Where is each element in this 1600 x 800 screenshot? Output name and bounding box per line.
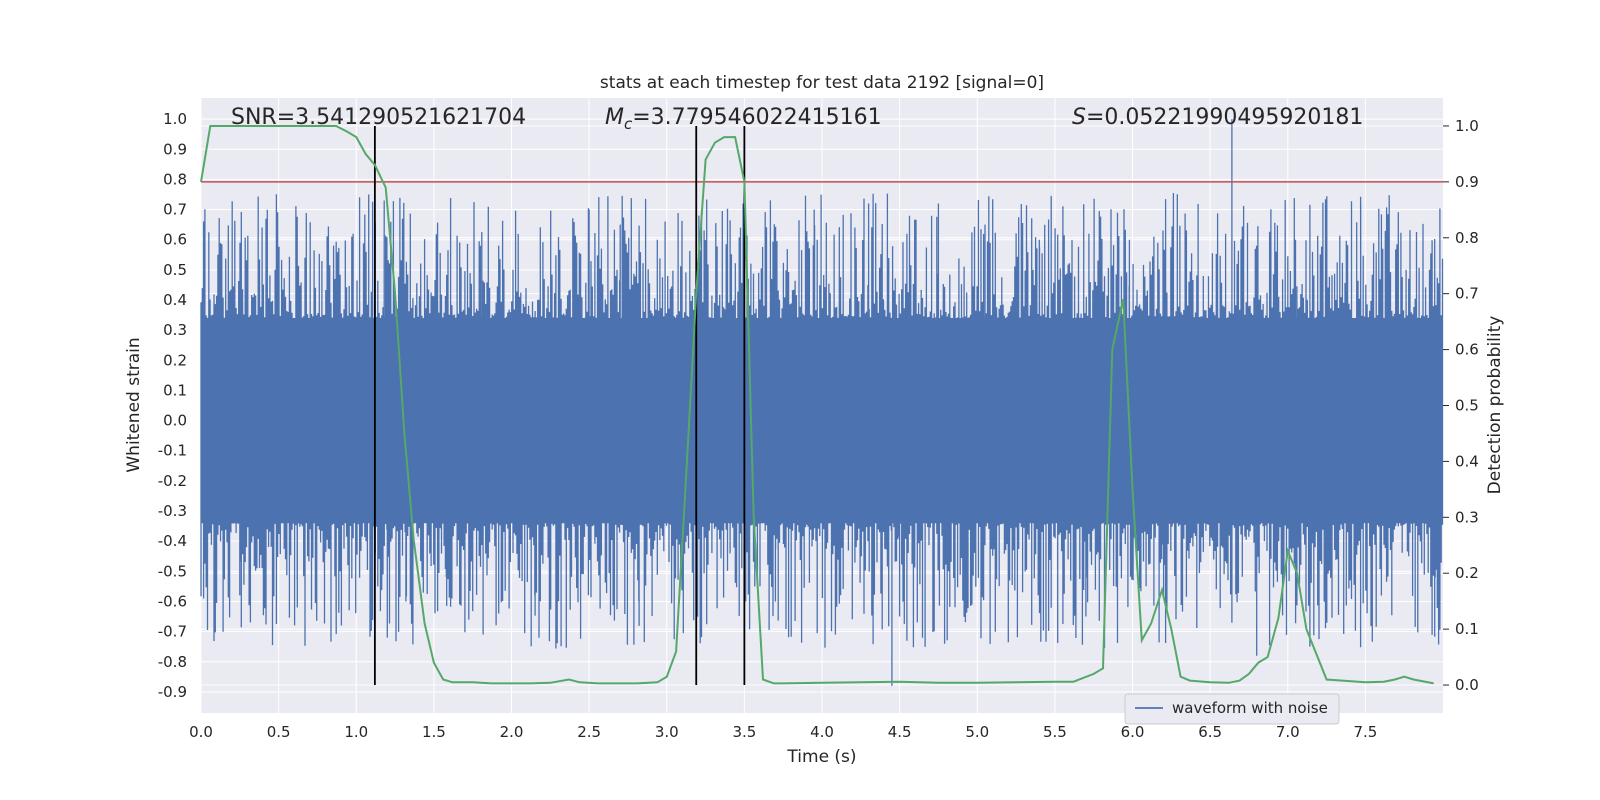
y-tick-label: -0.3 (158, 502, 187, 520)
legend-box (1124, 693, 1340, 725)
y-axis-label: Whitened strain (124, 337, 144, 472)
y-right-tick-label: 0.8 (1455, 229, 1479, 247)
x-tick-label: 6.0 (1121, 723, 1145, 741)
y-tick-label: -0.4 (158, 532, 187, 550)
y-right-tick-label: 0.6 (1455, 341, 1479, 359)
x-tick-label: 7.0 (1276, 723, 1300, 741)
vertical-markers (373, 125, 746, 686)
s-annotation: S=0.05221990495920181 (1072, 105, 1363, 130)
x-axis-label: Time (s) (786, 747, 856, 767)
y-right-tick-label: 0.2 (1455, 564, 1479, 582)
probability-line (200, 125, 1434, 685)
y-tick-label: -0.2 (158, 472, 187, 490)
y-tick-label: 1.0 (163, 110, 187, 128)
y-tick-label: 0.0 (163, 412, 187, 430)
x-tick-label: 6.5 (1198, 723, 1222, 741)
x-ticks: 0.0 0.5 1.0 1.5 2.0 2.5 3.0 3.5 4.0 4.5 5.0 5.5 6.0 6… (189, 723, 1377, 741)
y-right-tick-label: 1.0 (1455, 117, 1479, 135)
y-tick-label: -0.8 (158, 653, 187, 671)
x-tick-label: 3.5 (732, 723, 756, 741)
y-tick-label: 0.8 (163, 170, 187, 188)
x-tick-label: 1.0 (344, 723, 368, 741)
y-tick-label: -0.6 (158, 592, 187, 610)
y-tick-label: 0.4 (163, 291, 187, 309)
x-tick-label: 4.0 (810, 723, 834, 741)
waveform-line (200, 119, 1444, 686)
y-tick-label: 0.3 (163, 321, 187, 339)
y-tick-label: 0.5 (163, 261, 187, 279)
y-ticks: 1.0 0.9 0.8 0.7 0.6 0.5 0.4 0.3 0.2 0.1 0.0 -0.1 -0.… (158, 110, 187, 701)
x-tick-label: 2.5 (577, 723, 601, 741)
x-tick-label: 4.5 (888, 723, 912, 741)
y-tick-label: -0.5 (158, 562, 187, 580)
y-tick-label: 0.1 (163, 381, 187, 399)
y-tick-label: 0.2 (163, 351, 187, 369)
x-tick-label: 0.0 (189, 723, 213, 741)
y-right-tick-label: 0.5 (1455, 397, 1479, 415)
y-tick-label: -0.9 (158, 683, 187, 701)
x-tick-label: 0.5 (267, 723, 291, 741)
y-tick-label: -0.7 (158, 623, 187, 641)
legend-label: waveform with noise (1172, 699, 1328, 717)
y-tick-label: 0.9 (163, 140, 187, 158)
y-axis-label-right: Detection probability (1485, 316, 1505, 495)
y-right-tick-label: 0.7 (1455, 285, 1479, 303)
legend: waveform with noise (1124, 693, 1340, 725)
waveform-series (200, 119, 1444, 686)
detection-probability-series (200, 125, 1434, 685)
x-tick-label: 3.0 (655, 723, 679, 741)
chirp-mass-annotation: Mc=3.779546022415161 (605, 105, 882, 133)
x-tick-label: 7.5 (1353, 723, 1377, 741)
x-tick-label: 5.0 (965, 723, 989, 741)
y-ticks-right: 1.0 0.9 0.8 0.7 0.6 0.5 0.4 0.3 0.2 0.1 0.0 (1443, 117, 1479, 694)
y-right-tick-label: 0.1 (1455, 620, 1479, 638)
y-tick-label: 0.6 (163, 231, 187, 249)
y-tick-label: 0.7 (163, 201, 187, 219)
chart-title: stats at each timestep for test data 219… (600, 73, 1044, 93)
y-right-tick-label: 0.9 (1455, 173, 1479, 191)
snr-annotation: SNR=3.541290521621704 (231, 105, 526, 130)
x-tick-label: 2.0 (500, 723, 524, 741)
x-tick-label: 1.5 (422, 723, 446, 741)
y-right-tick-label: 0.0 (1455, 676, 1479, 694)
y-right-tick-label: 0.3 (1455, 508, 1479, 526)
y-right-tick-label: 0.4 (1455, 452, 1479, 470)
y-tick-label: -0.1 (158, 442, 187, 460)
x-tick-label: 5.5 (1043, 723, 1067, 741)
